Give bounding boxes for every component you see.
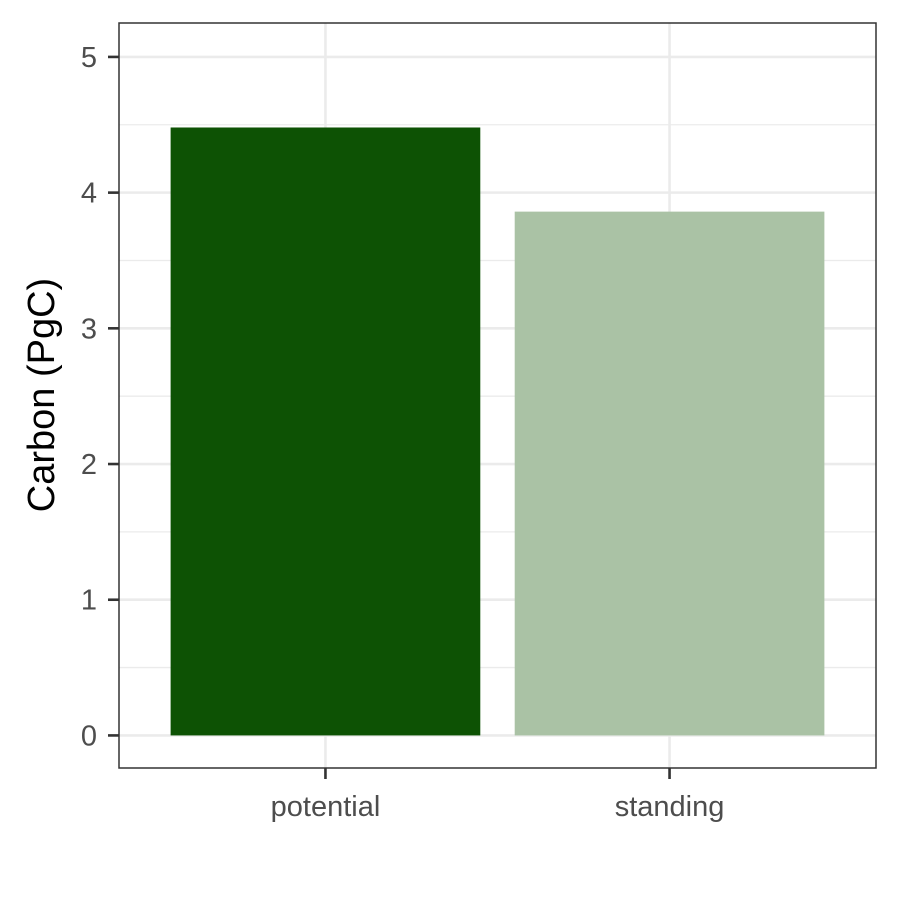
panel-border [118,22,877,769]
x-tick-labels: potential standing [271,791,725,823]
y-axis-title: Carbon (PgC) [21,278,63,512]
y-tick-label: 4 [81,178,97,210]
y-tick-label: 0 [81,720,97,752]
axis-ticks [108,55,671,779]
y-tick-labels: 0 1 2 3 4 5 [81,42,97,753]
bars [170,127,825,736]
bar-standing [514,211,825,736]
y-tick-label: 3 [81,313,97,345]
x-tick-label: standing [615,791,725,823]
x-tick-label: potential [271,791,381,823]
y-tick-label: 1 [81,585,97,617]
y-tick-label: 2 [81,449,97,481]
y-tick-label: 5 [81,42,97,74]
bar-potential [170,127,481,736]
